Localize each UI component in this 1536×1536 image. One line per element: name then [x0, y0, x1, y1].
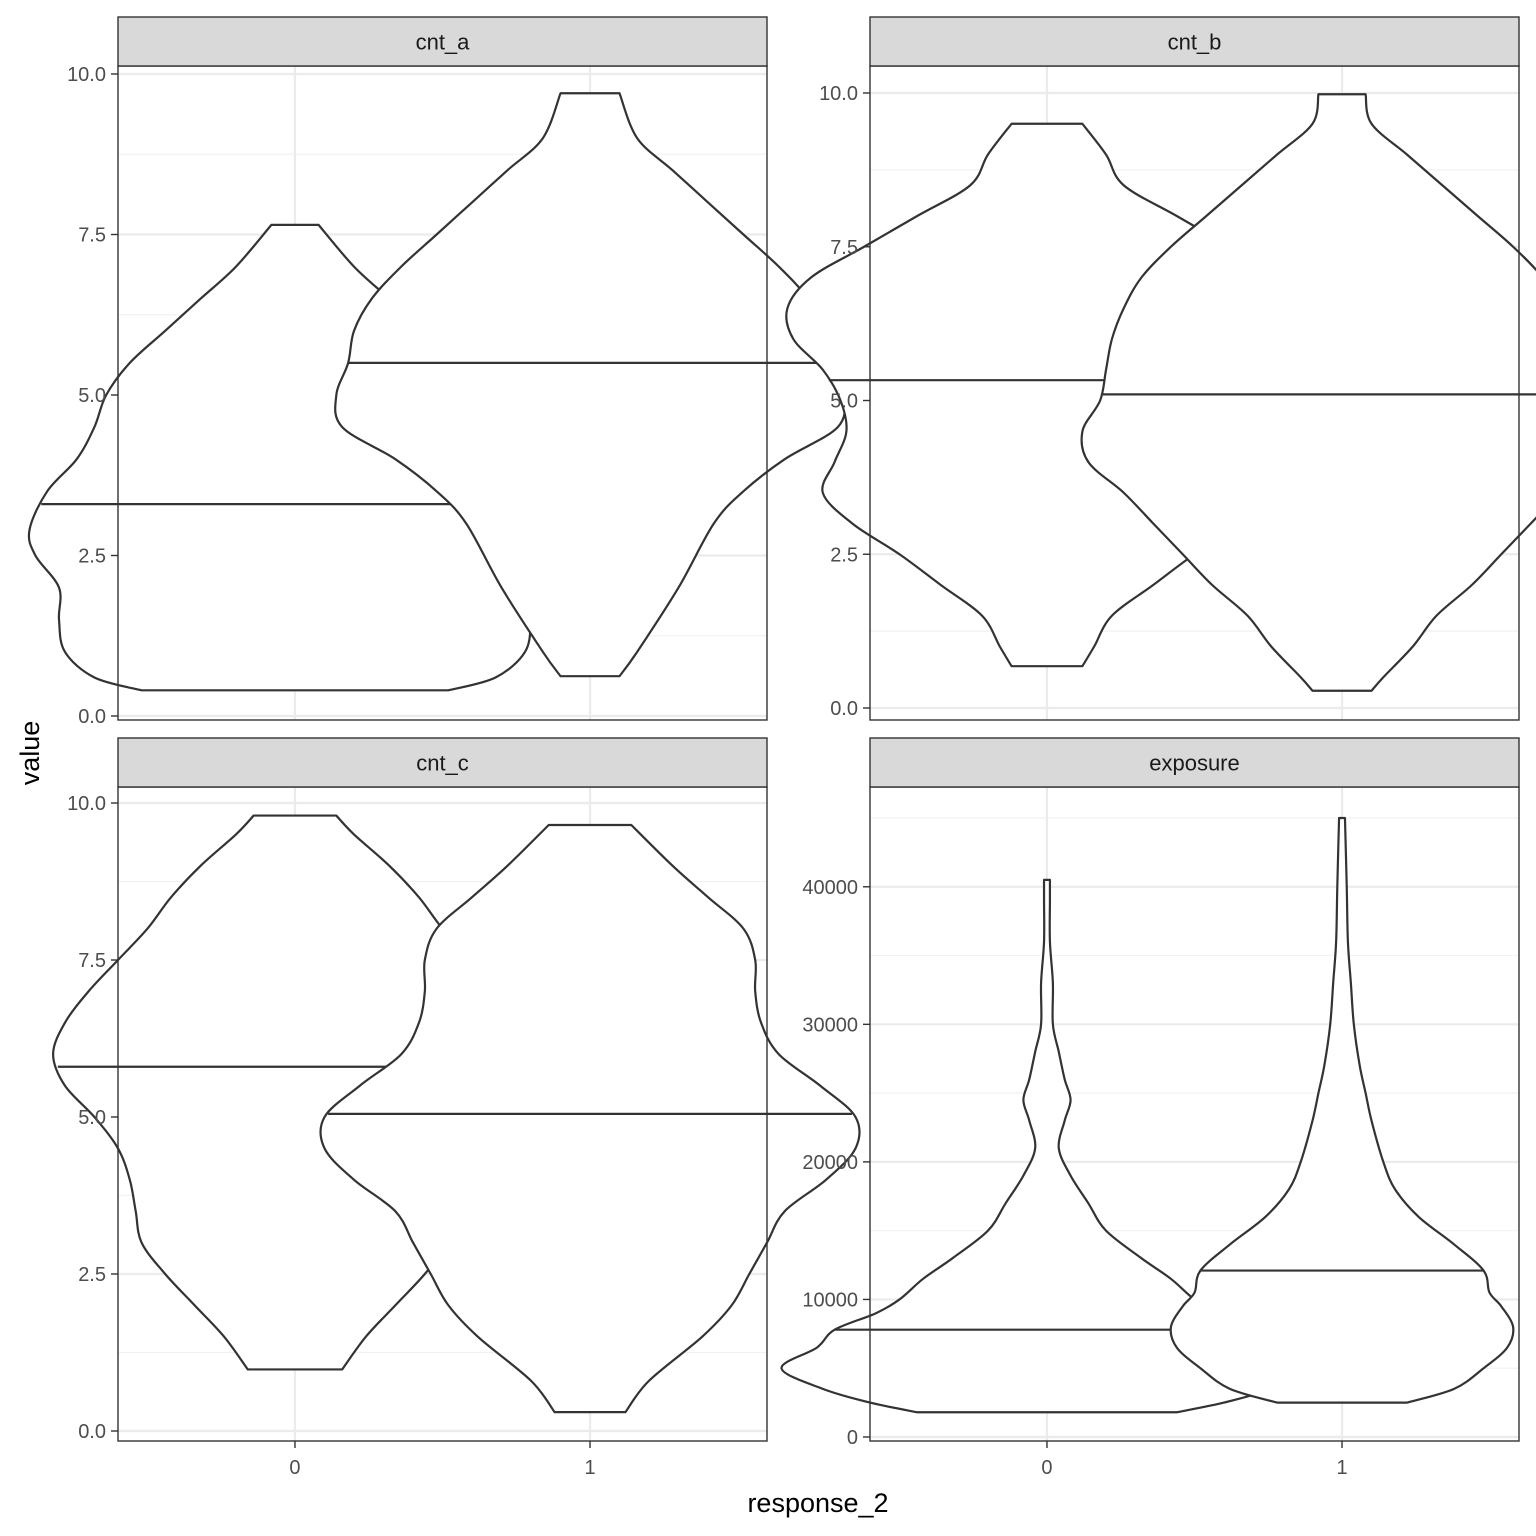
strip-label: cnt_b	[1168, 30, 1222, 55]
strip-cnt_b	[869, 16, 1520, 67]
x-tick-label: 1	[1336, 1457, 1347, 1479]
y-tick-label: 7.5	[78, 225, 106, 247]
strip-cnt_c	[117, 737, 768, 788]
y-tick-label: 5.0	[78, 1107, 106, 1129]
x-axis-title: response_2	[747, 1488, 888, 1518]
facet-panel-cnt_b: cnt_b 0.0 2.5 5.0 7.5 10.0	[785, 16, 1536, 721]
y-tick-label: 40000	[802, 877, 858, 899]
y-tick-label: 0.0	[78, 706, 106, 728]
y-tick-label: 7.5	[830, 237, 858, 259]
y-axis-title: value	[15, 721, 45, 786]
y-tick-label: 10.0	[67, 64, 106, 86]
violin-cnt_b-1	[1080, 93, 1536, 692]
facet-panel-exposure: exposure 0 10000 20000 30000 40000 0 1	[780, 737, 1520, 1479]
y-tick-label: 10000	[802, 1289, 858, 1311]
y-tick-label: 0.0	[78, 1421, 106, 1443]
x-tick-label: 0	[289, 1457, 300, 1479]
x-tick-label: 0	[1041, 1457, 1052, 1479]
y-tick-label: 30000	[802, 1014, 858, 1036]
y-tick-label: 7.5	[78, 950, 106, 972]
strip-cnt_a	[117, 16, 768, 67]
x-tick-label: 1	[584, 1457, 595, 1479]
facet-panel-cnt_a: cnt_a 0.0 2.5 5.0 7.5 10.0	[27, 16, 846, 728]
y-tick-label: 0.0	[830, 698, 858, 720]
violin-cnt_c-1	[319, 823, 861, 1414]
facet-panels: cnt_a0.02.55.07.510.0cnt_b0.02.55.07.510…	[27, 16, 1536, 1479]
y-tick-label: 10.0	[819, 83, 858, 105]
violin-exposure-1	[1169, 816, 1515, 1404]
y-tick-label: 2.5	[78, 1264, 106, 1286]
strip-exposure	[869, 737, 1520, 788]
strip-label: cnt_a	[416, 30, 471, 55]
strip-label: exposure	[1149, 751, 1240, 776]
strip-label: cnt_c	[416, 751, 469, 776]
violin-cnt_a-1	[334, 92, 846, 678]
y-tick-label: 2.5	[830, 544, 858, 566]
y-tick-label: 5.0	[78, 385, 106, 407]
facet-panel-cnt_c: cnt_c 0.0 2.5 5.0 7.5 10.0 0 1	[52, 737, 861, 1479]
violin-exposure-0	[780, 878, 1314, 1414]
y-tick-label: 20000	[802, 1152, 858, 1174]
y-tick-label: 5.0	[830, 391, 858, 413]
y-tick-label: 0	[847, 1427, 858, 1449]
y-tick-label: 10.0	[67, 793, 106, 815]
y-tick-label: 2.5	[78, 546, 106, 568]
